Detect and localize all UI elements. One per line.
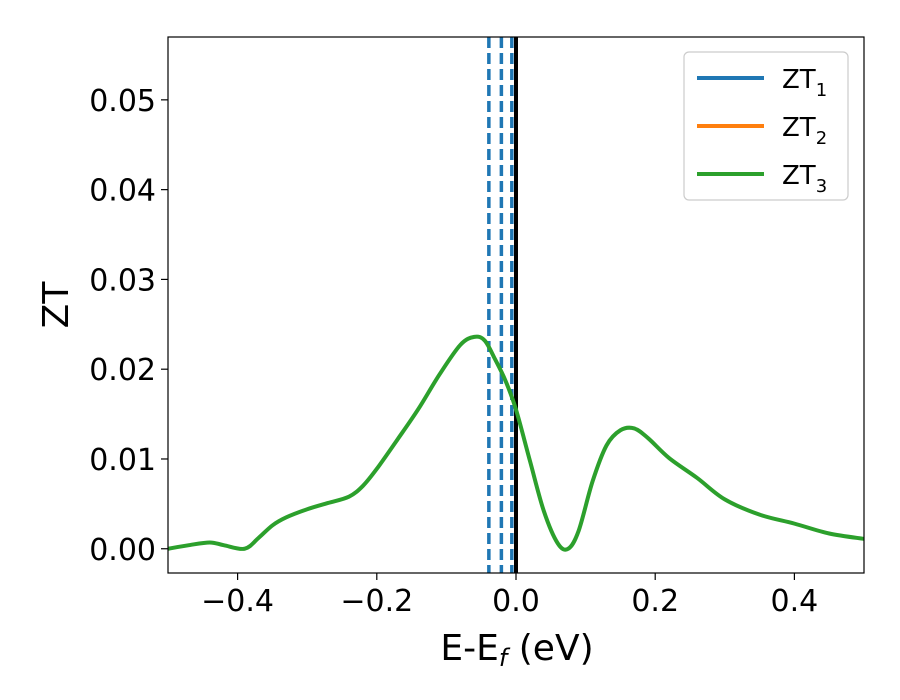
legend-label-zt2: ZT2 [782,113,827,149]
y-tick-label: 0.03 [89,263,156,298]
y-axis: 0.00 0.01 0.02 0.03 0.04 0.05 [89,84,168,568]
series-line-zt3 [168,334,864,552]
x-axis: −0.4 −0.2 0.0 0.2 0.4 [201,573,818,619]
y-tick-label: 0.00 [89,533,156,568]
y-axis-label: ZT [36,281,77,329]
x-tick-label: −0.4 [201,584,274,619]
x-axis-label-main: E-E [440,628,498,669]
x-axis-label-unit: (eV) [507,628,593,669]
y-tick-label: 0.02 [89,353,156,388]
x-tick-label: 0.0 [492,584,540,619]
y-tick-label: 0.04 [89,174,156,209]
x-axis-label: E-Ef (eV) [440,628,593,672]
legend-label-zt3: ZT3 [782,161,827,197]
legend-box [683,51,849,201]
x-tick-label: −0.2 [340,584,413,619]
x-tick-label: 0.2 [631,584,679,619]
y-tick-label: 0.01 [89,443,156,478]
y-tick-label: 0.05 [89,84,156,119]
x-tick-label: 0.4 [771,584,819,619]
legend-label-zt1: ZT1 [782,65,827,101]
legend: ZT1 ZT2 ZT3 [683,51,849,201]
